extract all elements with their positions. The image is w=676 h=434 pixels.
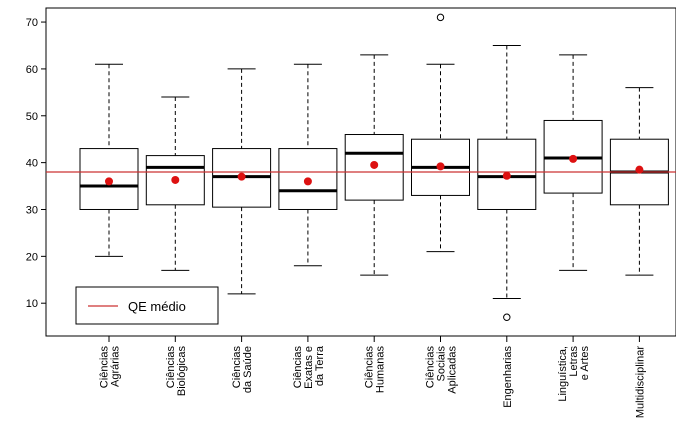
y-tick-label: 30: [26, 204, 38, 216]
outlier-point: [436, 13, 445, 22]
x-category-label-line: Aplicadas: [447, 346, 459, 394]
box-series: [79, 13, 669, 321]
y-tick-label: 40: [26, 158, 38, 170]
legend-label: QE médio: [128, 299, 186, 314]
x-category-label: CiênciasBiológicas: [165, 346, 188, 397]
x-category-label-line: Ciências: [292, 346, 304, 389]
x-category-label: Linguística,Letrase Artes: [557, 346, 591, 402]
x-category-label: CiênciasExatas eda Terra: [292, 345, 326, 389]
x-category-label-line: Agrárias: [110, 346, 122, 387]
mean-point: [171, 175, 180, 184]
y-axis: 10 20 30 40 50 60 70: [26, 17, 46, 310]
mean-point: [635, 165, 644, 174]
x-category-label-line: Ciências: [99, 346, 111, 389]
box-7: [477, 44, 537, 321]
x-category-label-line: Ciências: [425, 346, 437, 389]
y-tick-label: 20: [26, 251, 38, 263]
y-tick-label: 10: [26, 298, 38, 310]
box-4: [278, 63, 338, 267]
x-category-label: Engenharias: [502, 346, 514, 408]
mean-point: [502, 171, 511, 180]
x-category-label-line: da Terra: [314, 345, 326, 386]
outlier-point: [503, 313, 511, 321]
x-category-label-line: Ciências: [231, 346, 243, 389]
x-axis-labels: CiênciasAgrárias CiênciasBiológicas Ciênci…: [99, 336, 646, 418]
mean-point: [303, 177, 312, 186]
x-category-label-line: Sociais: [436, 346, 448, 382]
x-category-label-line: Ciências: [165, 346, 177, 389]
x-category-label: Multidisciplinar: [634, 346, 646, 418]
x-category-label-line: Exatas e: [303, 346, 315, 389]
x-category-label: CiênciasSociaisAplicadas: [425, 346, 459, 394]
box-3: [212, 68, 272, 295]
x-category-label-line: Ciências: [364, 346, 376, 389]
x-category-label-line: da Saúde: [242, 346, 254, 393]
mean-point: [237, 172, 246, 181]
mean-point: [436, 162, 445, 171]
mean-markers: [105, 154, 644, 186]
x-category-label: CiênciasHumanas: [364, 346, 387, 394]
x-category-label-line: Linguística,: [557, 346, 569, 402]
mean-point: [370, 160, 379, 169]
legend: QE médio: [75, 286, 219, 325]
box-6: [411, 13, 470, 253]
x-category-label-line: Biológicas: [176, 346, 188, 397]
y-tick-label: 60: [26, 64, 38, 76]
x-category-label-line: Letras: [568, 346, 580, 377]
mean-point: [569, 154, 578, 163]
mean-point: [105, 177, 113, 186]
y-tick-label: 70: [26, 17, 38, 29]
y-tick-label: 50: [26, 111, 38, 123]
x-category-label-line: e Artes: [579, 346, 591, 381]
x-category-label-line: Multidisciplinar: [634, 346, 646, 418]
x-category-label: Ciênciasda Saúde: [231, 346, 254, 394]
box-1: [79, 63, 139, 257]
x-category-label-line: Engenharias: [502, 346, 514, 408]
x-category-label: CiênciasAgrárias: [99, 346, 122, 389]
box-9: [609, 87, 669, 276]
x-category-label-line: Humanas: [375, 346, 387, 394]
